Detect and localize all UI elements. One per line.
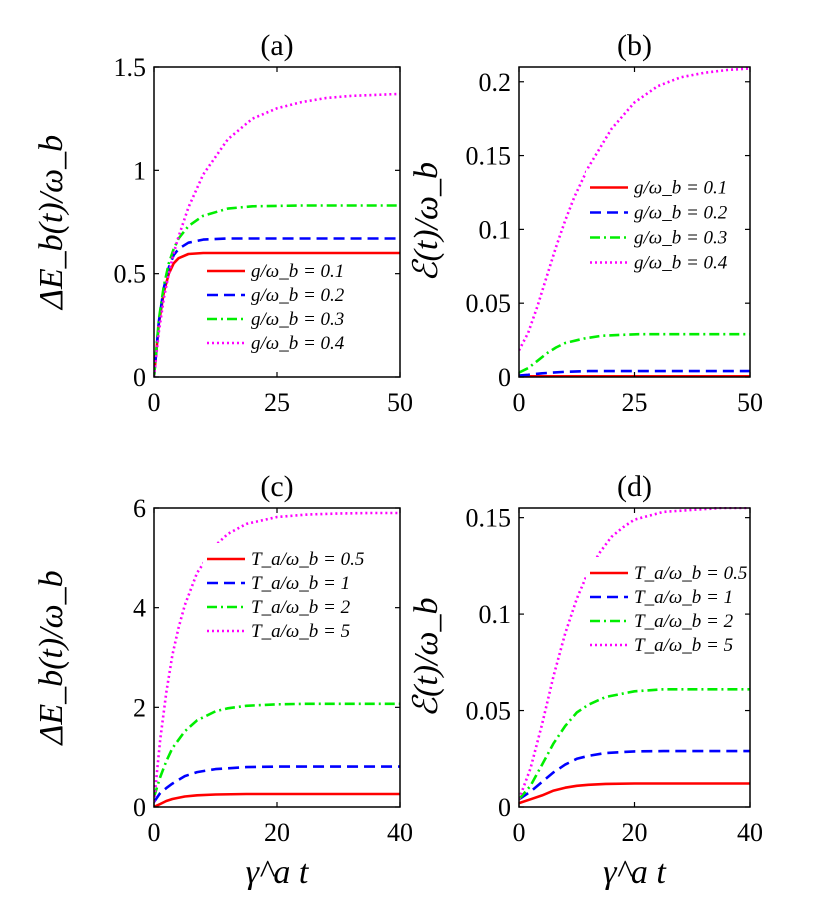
y-tick-label: 0.15 xyxy=(466,504,512,533)
x-tick-label: 0 xyxy=(148,818,161,847)
legend-label: T_a/ω_b = 0.5 xyxy=(251,549,364,570)
legend-label: T_a/ω_b = 5 xyxy=(251,621,350,642)
series-line-2 xyxy=(519,332,750,374)
series-line-0 xyxy=(154,792,400,807)
y-tick-label: 2 xyxy=(133,693,146,722)
y-tick-label: 4 xyxy=(133,594,146,623)
x-tick-label: 40 xyxy=(387,818,413,847)
x-axis-label: γ^a t xyxy=(603,854,667,891)
legend-label: T_a/ω_b = 1 xyxy=(634,587,733,608)
series-line-0 xyxy=(519,782,750,805)
y-tick-label: 0.2 xyxy=(479,68,512,97)
y-tick-label: 0.05 xyxy=(466,289,512,318)
legend-label: g/ω_b = 0.4 xyxy=(634,253,728,274)
legend: T_a/ω_b = 0.5 T_a/ω_b = 1 T_a/ω_b = 2 T_a/ω… xyxy=(203,543,393,645)
y-tick-label: 0.5 xyxy=(114,260,147,289)
x-tick-label: 20 xyxy=(264,818,290,847)
legend: T_a/ω_b = 0.5 T_a/ω_b = 1 T_a/ω_b = 2 T_a/ω… xyxy=(586,557,747,659)
chart-panel-2: 0 20 40 0 2 4 6 (c) ΔE_b(t)/ω_b γ^a t T_a/ω_b = 0.… xyxy=(33,470,413,891)
series-line-3 xyxy=(519,67,750,351)
y-axis-label: ΔE_b(t)/ω_b xyxy=(33,570,70,746)
legend-label: T_a/ω_b = 0.5 xyxy=(634,563,747,584)
x-axis-label: γ^a t xyxy=(246,854,310,891)
chart-panel-1: 0 25 50 0 0.05 0.1 0.15 0.2 (b) ℰ(t)/ω_b g/ω_b = 0… xyxy=(408,29,763,417)
x-tick-label: 50 xyxy=(387,388,413,417)
y-tick-label: 1 xyxy=(133,156,146,185)
x-tick-label: 25 xyxy=(622,388,648,417)
chart-panel-3: 0 20 40 0 0.05 0.1 0.15 (d) ℰ(t)/ω_b γ^a t T_a/ω_b… xyxy=(408,470,763,891)
chart-title: (c) xyxy=(260,470,293,503)
legend-label: T_a/ω_b = 5 xyxy=(634,635,733,656)
legend-label: g/ω_b = 0.1 xyxy=(251,261,344,282)
y-tick-label: 0.1 xyxy=(479,600,512,629)
series-line-2 xyxy=(154,702,400,798)
legend-label: g/ω_b = 0.1 xyxy=(634,178,727,199)
legend-label: g/ω_b = 0.3 xyxy=(634,228,727,249)
x-tick-label: 50 xyxy=(737,388,763,417)
series-line-1 xyxy=(519,749,750,801)
chart-title: (a) xyxy=(260,29,293,62)
series-line-2 xyxy=(519,687,750,801)
legend: g/ω_b = 0.1 g/ω_b = 0.2 g/ω_b = 0.3 g/ω_b =… xyxy=(203,255,388,357)
legend-label: T_a/ω_b = 2 xyxy=(251,597,351,618)
series-line-1 xyxy=(519,369,750,377)
y-tick-label: 0 xyxy=(133,363,146,392)
chart-title: (b) xyxy=(617,29,652,62)
y-axis-label: ΔE_b(t)/ω_b xyxy=(33,135,70,311)
x-tick-label: 0 xyxy=(513,388,526,417)
legend-label: T_a/ω_b = 1 xyxy=(251,573,350,594)
legend-label: g/ω_b = 0.4 xyxy=(251,333,345,354)
y-tick-label: 6 xyxy=(133,494,146,523)
y-tick-label: 1.5 xyxy=(114,53,147,82)
y-tick-label: 0.1 xyxy=(479,215,512,244)
y-tick-label: 0.15 xyxy=(466,142,512,171)
legend-label: T_a/ω_b = 2 xyxy=(634,611,734,632)
y-tick-label: 0 xyxy=(133,793,146,822)
series-line-2 xyxy=(154,204,400,377)
x-tick-label: 0 xyxy=(513,818,526,847)
series-line-1 xyxy=(154,765,400,803)
legend-label: g/ω_b = 0.2 xyxy=(634,203,728,224)
series-line-3 xyxy=(154,92,400,377)
x-tick-label: 40 xyxy=(737,818,763,847)
legend: g/ω_b = 0.1 g/ω_b = 0.2 g/ω_b = 0.3 g/ω_b =… xyxy=(586,171,741,277)
y-tick-label: 0 xyxy=(498,363,511,392)
chart-title: (d) xyxy=(617,470,652,503)
y-tick-label: 0 xyxy=(498,793,511,822)
legend-label: g/ω_b = 0.2 xyxy=(251,285,345,306)
legend-label: g/ω_b = 0.3 xyxy=(251,309,344,330)
x-tick-label: 25 xyxy=(264,388,290,417)
series-line-3 xyxy=(519,507,750,800)
y-axis-label: ℰ(t)/ω_b xyxy=(408,162,445,282)
y-axis-label: ℰ(t)/ω_b xyxy=(408,597,445,717)
x-tick-label: 0 xyxy=(148,388,161,417)
x-tick-label: 20 xyxy=(622,818,648,847)
y-tick-label: 0.05 xyxy=(466,697,512,726)
